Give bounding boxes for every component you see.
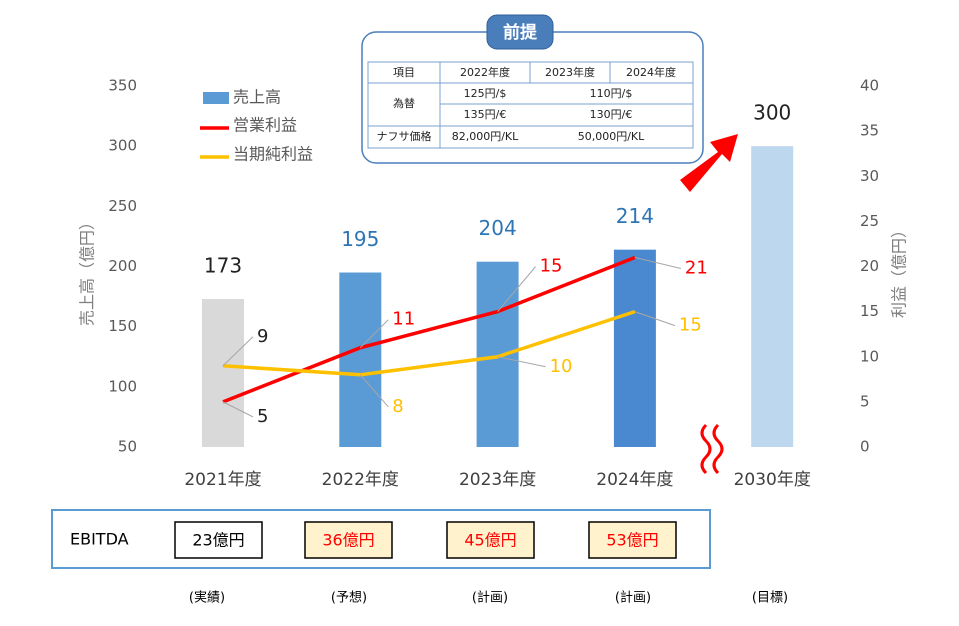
table-cell: 50,000円/KL xyxy=(578,130,645,143)
ebitda-value-box xyxy=(588,521,677,559)
x-tick-label: 2023年度 xyxy=(459,470,536,490)
ebitda-value: 53億円 xyxy=(606,531,658,550)
legend-label: 売上高 xyxy=(233,88,281,107)
line xyxy=(222,309,636,377)
status-label: (目標) xyxy=(752,591,788,606)
ebitda-value: 45億円 xyxy=(464,531,516,550)
leader-line xyxy=(222,401,254,418)
y2-tick-label: 30 xyxy=(860,167,879,185)
line xyxy=(222,255,636,404)
ebitda-value-box xyxy=(174,521,263,559)
table-cell: 2023年度 xyxy=(545,65,595,79)
x-tick-label: 2022年度 xyxy=(322,470,399,490)
bar xyxy=(476,261,519,447)
y-axis-label: 売上高（億円） xyxy=(78,214,97,326)
ebitda-value-box xyxy=(446,521,535,559)
bar-value-label: 195 xyxy=(341,227,379,251)
y-tick-label: 250 xyxy=(108,197,137,215)
line-value-label: 9 xyxy=(257,326,268,347)
x-tick-label: 2030年度 xyxy=(734,470,811,490)
legend-swatch xyxy=(203,92,229,104)
y-tick-label: 200 xyxy=(108,257,137,275)
ebitda-value-box xyxy=(304,521,393,559)
leader-line xyxy=(634,256,682,269)
y-tick-label: 50 xyxy=(118,438,137,456)
y-tick-label: 300 xyxy=(108,137,137,155)
x-tick-label: 2024年度 xyxy=(596,470,673,490)
table-cell: 130円/€ xyxy=(590,108,633,121)
y2-tick-label: 0 xyxy=(860,438,870,456)
line-value-label: 15 xyxy=(679,315,702,336)
bar xyxy=(202,298,244,447)
bar-value-label: 204 xyxy=(479,216,517,240)
y2-tick-label: 40 xyxy=(860,77,879,95)
line-value-label: 5 xyxy=(257,406,268,427)
x-tick-label: 2021年度 xyxy=(184,470,261,490)
leader-line xyxy=(497,266,536,312)
table-cell: ナフサ価格 xyxy=(377,129,432,143)
ebitda-label: EBITDA xyxy=(70,530,129,549)
line-value-label: 11 xyxy=(392,309,415,330)
leader-line xyxy=(497,356,546,368)
leader-line xyxy=(359,319,389,349)
ebitda-value: 23億円 xyxy=(192,531,244,550)
arrow xyxy=(680,134,738,192)
status-label: (計画) xyxy=(472,590,508,606)
y2-tick-label: 10 xyxy=(860,347,879,365)
status-label: (予想) xyxy=(331,590,367,606)
table-cell: 110円/$ xyxy=(590,87,633,100)
line-value-label: 8 xyxy=(392,396,403,417)
bar xyxy=(751,146,794,447)
bar-value-label: 300 xyxy=(753,101,791,125)
y2-tick-label: 5 xyxy=(860,392,870,410)
y2-tick-label: 25 xyxy=(860,212,879,230)
y-tick-label: 100 xyxy=(108,377,137,395)
legend-label: 当期純利益 xyxy=(233,145,313,164)
table-cell: 2022年度 xyxy=(460,65,510,79)
y2-axis-label: 利益（億円） xyxy=(890,222,909,318)
bar xyxy=(613,249,656,447)
premise-table xyxy=(367,61,694,149)
break-mark xyxy=(700,423,724,475)
table-cell: 項目 xyxy=(393,66,415,79)
y2-tick-label: 35 xyxy=(860,122,879,140)
ebitda-value: 36億円 xyxy=(322,531,374,550)
line-value-label: 15 xyxy=(540,256,563,277)
status-label: (計画) xyxy=(615,590,651,606)
status-label: (実績) xyxy=(189,590,225,606)
premise-title: 前提 xyxy=(503,22,538,43)
legend-label: 営業利益 xyxy=(233,116,297,135)
bar xyxy=(339,272,382,447)
premise-title-box xyxy=(486,14,554,50)
table-cell: 125円/$ xyxy=(464,87,507,100)
y2-tick-label: 15 xyxy=(860,302,879,320)
y2-tick-label: 20 xyxy=(860,257,879,275)
line-value-label: 21 xyxy=(685,257,708,278)
table-cell: 2024年度 xyxy=(626,65,676,79)
leader-line xyxy=(222,336,254,367)
table-cell: 82,000円/KL xyxy=(452,130,519,143)
table-cell: 135円/€ xyxy=(464,108,507,121)
line-value-label: 10 xyxy=(550,356,573,377)
y-tick-label: 150 xyxy=(108,317,137,335)
bar-value-label: 173 xyxy=(204,253,242,277)
y-tick-label: 350 xyxy=(108,77,137,95)
leader-line xyxy=(359,374,389,408)
leader-line xyxy=(634,311,676,327)
bar-value-label: 214 xyxy=(616,204,654,228)
table-cell: 為替 xyxy=(393,96,415,110)
